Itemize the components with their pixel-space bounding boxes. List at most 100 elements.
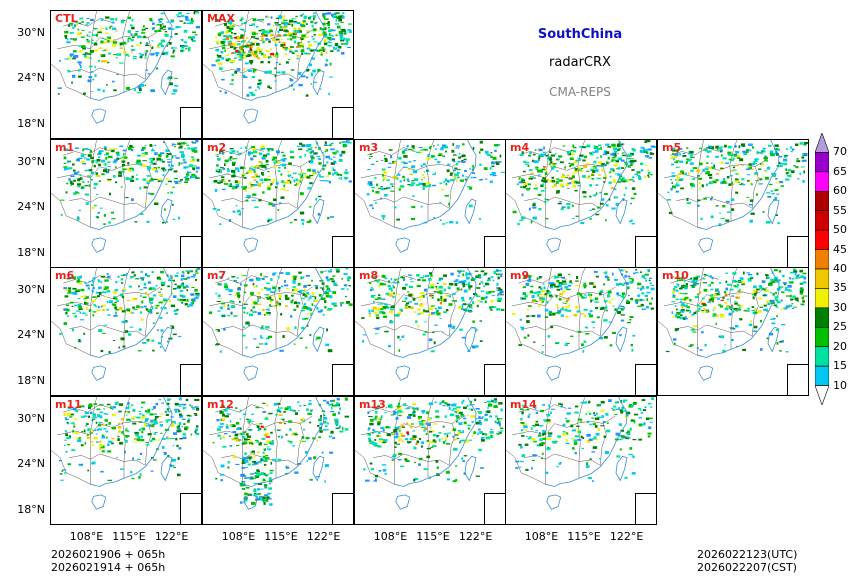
- reflectivity-cell: [178, 162, 181, 165]
- reflectivity-cell: [445, 294, 448, 297]
- reflectivity-cell: [765, 289, 769, 292]
- reflectivity-cell: [343, 37, 346, 41]
- reflectivity-cell: [611, 298, 613, 300]
- reflectivity-cell: [671, 174, 676, 177]
- reflectivity-cell: [178, 447, 182, 450]
- reflectivity-cell: [267, 170, 270, 173]
- reflectivity-cell: [220, 41, 225, 44]
- reflectivity-cell: [311, 150, 314, 153]
- reflectivity-cell: [428, 146, 431, 149]
- reflectivity-cell: [690, 169, 694, 172]
- reflectivity-cell: [224, 285, 228, 289]
- reflectivity-cell: [542, 177, 546, 179]
- reflectivity-cell: [66, 436, 71, 439]
- reflectivity-cell: [155, 416, 159, 418]
- reflectivity-cell: [153, 178, 158, 180]
- reflectivity-cell: [149, 311, 153, 314]
- reflectivity-cell: [267, 219, 270, 223]
- reflectivity-cell: [577, 165, 581, 168]
- reflectivity-cell: [252, 18, 257, 22]
- reflectivity-cell: [677, 176, 680, 180]
- reflectivity-cell: [418, 417, 421, 421]
- reflectivity-cell: [343, 288, 345, 290]
- reflectivity-cell: [331, 35, 334, 37]
- reflectivity-cell: [103, 213, 106, 217]
- reflectivity-cell: [476, 287, 481, 289]
- reflectivity-cell: [215, 40, 220, 44]
- reflectivity-cell: [97, 156, 101, 158]
- reflectivity-cell: [339, 407, 342, 411]
- reflectivity-cell: [428, 430, 433, 433]
- reflectivity-cell: [166, 158, 171, 160]
- reflectivity-cell: [416, 285, 421, 287]
- reflectivity-cell: [277, 403, 281, 405]
- reflectivity-cell: [533, 341, 536, 343]
- reflectivity-cell: [231, 52, 234, 55]
- reflectivity-cell: [544, 308, 549, 312]
- reflectivity-cell: [248, 50, 252, 53]
- province-border: [658, 320, 698, 356]
- reflectivity-cell: [422, 174, 424, 176]
- reflectivity-cell: [617, 147, 621, 150]
- reflectivity-cell: [595, 169, 599, 172]
- reflectivity-cell: [184, 148, 186, 150]
- reflectivity-cell: [535, 300, 539, 302]
- reflectivity-cell: [252, 68, 257, 72]
- reflectivity-cell: [256, 346, 260, 348]
- coastline: [90, 140, 173, 230]
- reflectivity-cell: [122, 149, 126, 152]
- reflectivity-cell: [716, 297, 720, 300]
- reflectivity-cell: [417, 416, 422, 419]
- reflectivity-cell: [412, 298, 416, 301]
- reflectivity-cell: [689, 298, 692, 302]
- reflectivity-cell: [447, 295, 452, 297]
- reflectivity-cell: [442, 441, 445, 444]
- reflectivity-cell: [74, 24, 76, 27]
- reflectivity-cell: [298, 271, 302, 274]
- south-china-sea-inset: [484, 236, 505, 267]
- panel-label: m10: [662, 269, 689, 282]
- reflectivity-cell: [802, 159, 807, 162]
- reflectivity-cell: [671, 311, 673, 314]
- reflectivity-cell: [409, 184, 413, 187]
- reflectivity-cell: [180, 162, 183, 165]
- reflectivity-cell: [730, 170, 734, 172]
- reflectivity-cell: [269, 301, 273, 303]
- reflectivity-cell: [170, 292, 174, 295]
- reflectivity-cell: [247, 151, 251, 155]
- reflectivity-cell: [70, 184, 73, 186]
- reflectivity-cell: [468, 408, 472, 410]
- reflectivity-cell: [120, 186, 123, 188]
- reflectivity-cell: [177, 285, 181, 288]
- reflectivity-cell: [345, 268, 349, 270]
- reflectivity-cell: [450, 179, 455, 182]
- reflectivity-cell: [291, 18, 296, 20]
- reflectivity-cell: [433, 145, 435, 147]
- reflectivity-cell: [590, 168, 594, 172]
- reflectivity-cell: [721, 161, 724, 165]
- province-border: [751, 294, 759, 337]
- reflectivity-cell: [228, 29, 231, 32]
- reflectivity-cell: [268, 308, 270, 311]
- reflectivity-cell: [84, 157, 86, 160]
- reflectivity-cell: [677, 179, 680, 183]
- reflectivity-cell: [189, 21, 194, 25]
- reflectivity-cell: [611, 159, 614, 162]
- reflectivity-cell: [252, 169, 256, 171]
- reflectivity-cell: [236, 209, 241, 213]
- reflectivity-cell: [293, 88, 295, 91]
- map-panel-m7: m7: [202, 267, 354, 396]
- reflectivity-cell: [521, 151, 524, 155]
- reflectivity-cell: [546, 301, 549, 304]
- reflectivity-cell: [592, 165, 597, 168]
- reflectivity-cell: [86, 39, 89, 41]
- reflectivity-cell: [273, 165, 277, 168]
- reflectivity-cell: [74, 315, 77, 318]
- reflectivity-cell: [442, 283, 447, 285]
- reflectivity-cell: [679, 287, 683, 290]
- reflectivity-cell: [602, 153, 608, 156]
- reflectivity-cell: [244, 189, 247, 192]
- reflectivity-cell: [266, 153, 270, 156]
- reflectivity-cell: [415, 320, 418, 323]
- reflectivity-cell: [468, 204, 473, 208]
